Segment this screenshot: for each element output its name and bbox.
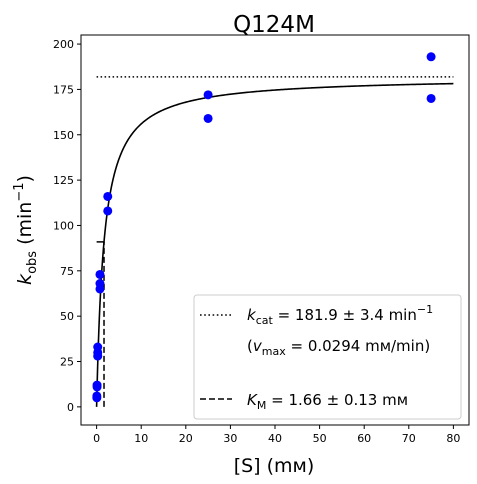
data-point xyxy=(103,191,113,201)
y-label-sub: obs xyxy=(25,251,40,274)
x-tick-label: 50 xyxy=(313,432,327,445)
data-point xyxy=(92,391,102,401)
y-label-sup: −1 xyxy=(12,182,27,201)
x-tick-label: 70 xyxy=(402,432,416,445)
y-axis-label: kobs (min−1) xyxy=(12,175,40,285)
data-point xyxy=(426,52,436,62)
x-axis-label: [S] (mм) xyxy=(234,455,315,477)
data-point xyxy=(203,90,213,100)
y-tick-label: 150 xyxy=(53,129,74,142)
x-tick-label: 60 xyxy=(357,432,371,445)
mm-fit-curve xyxy=(95,82,454,407)
data-point xyxy=(95,279,105,289)
y-label-unit-post: ) xyxy=(14,175,36,182)
y-label-base: k xyxy=(14,273,36,285)
x-tick-label: 20 xyxy=(179,432,193,445)
x-axis-ticks: 0 10 20 30 40 50 60 70 80 xyxy=(93,425,460,445)
chart-title: Q124M xyxy=(233,12,315,38)
y-tick-label: 50 xyxy=(60,310,74,323)
y-tick-label: 100 xyxy=(53,219,74,232)
data-point xyxy=(426,93,436,103)
data-point xyxy=(203,113,213,123)
y-tick-label: 0 xyxy=(67,401,74,414)
y-tick-label: 75 xyxy=(60,265,74,278)
y-tick-label: 175 xyxy=(53,83,74,96)
x-tick-label: 30 xyxy=(223,432,237,445)
legend-vmax-label: (vmax = 0.0294 mм/min) xyxy=(247,337,430,358)
x-tick-label: 40 xyxy=(268,432,282,445)
x-tick-label: 10 xyxy=(134,432,148,445)
data-point xyxy=(93,342,103,352)
data-point xyxy=(95,269,105,279)
legend: kcat = 181.9 ± 3.4 min−1 (vmax = 0.0294 … xyxy=(193,294,462,420)
data-point xyxy=(103,206,113,216)
x-tick-label: 80 xyxy=(446,432,460,445)
legend-km-label: KM = 1.66 ± 0.13 mм xyxy=(247,391,408,412)
x-tick-label: 0 xyxy=(93,432,100,445)
y-label-unit-pre: (min xyxy=(14,202,36,251)
legend-box xyxy=(193,294,462,420)
data-point xyxy=(92,380,102,390)
y-axis-ticks: 0 25 50 75 100 125 150 175 200 xyxy=(53,38,81,414)
plot-content xyxy=(92,52,454,407)
y-tick-label: 200 xyxy=(53,38,74,51)
y-tick-label: 125 xyxy=(53,174,74,187)
legend-kcat-label: kcat = 181.9 ± 3.4 min−1 xyxy=(247,303,433,327)
y-tick-label: 25 xyxy=(60,356,74,369)
